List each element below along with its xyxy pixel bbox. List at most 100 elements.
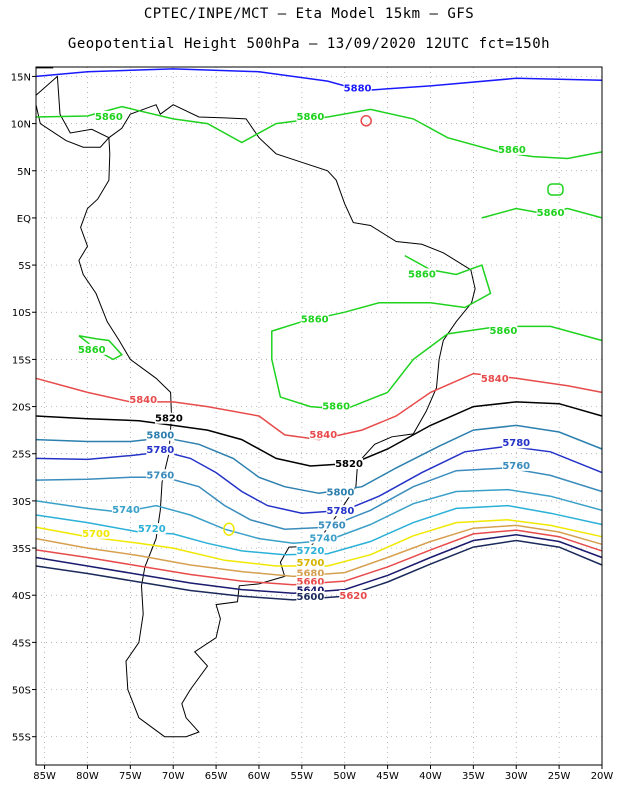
contour-label-bg — [322, 400, 351, 412]
contour-label: 5800 — [327, 487, 355, 498]
contour-line-5780 — [35, 445, 603, 514]
contour-label-bg — [536, 207, 565, 219]
contour-label-bg — [407, 268, 436, 280]
contour-label-bg — [94, 110, 123, 122]
lat-tick-label: 40S — [12, 591, 31, 602]
lat-tick-label: 5N — [17, 167, 31, 178]
lon-tick-label: 70W — [162, 771, 185, 782]
contour-label-bg — [77, 343, 106, 355]
axis-ticks: 15N 10N 5N EQ 5S 10S 15S 20S 25S 30S 35S 40S 45S 50S 5… — [11, 72, 614, 782]
contour-label-layer: 5880 5860 5860 5860 5860 5860 5860 5860 5860 5860… — [77, 82, 565, 603]
graticule-grid — [36, 67, 603, 765]
contour-label: 5860 — [95, 112, 123, 123]
contour-label-bg — [146, 429, 175, 441]
contour-label-bg — [296, 567, 325, 579]
contour-label: 5780 — [502, 438, 530, 449]
contour-label-bg — [309, 532, 338, 544]
contour-label-bg — [300, 313, 329, 325]
south-america-coastline — [78, 104, 476, 738]
map-subtitle: Geopotential Height 500hPa – 13/09/2020 … — [67, 36, 551, 52]
contour-line-5860 — [35, 105, 603, 160]
lon-tick-label: 80W — [76, 771, 99, 782]
lon-tick-label: 50W — [333, 771, 356, 782]
contour-label: 5860 — [301, 315, 329, 326]
lon-tick-label: 25W — [548, 771, 571, 782]
contour-label: 5600 — [297, 592, 325, 603]
contour-label-bg — [309, 428, 338, 440]
lat-tick-label: 15N — [11, 72, 31, 83]
contour-label-bg — [296, 557, 325, 569]
map-title: CPTEC/INPE/MCT – Eta Model 15km – GFS — [143, 6, 475, 22]
lat-tick-label: 35S — [12, 544, 31, 555]
contour-label-bg — [502, 437, 531, 449]
lon-tick-label: 65W — [205, 771, 228, 782]
lon-tick-label: 55W — [291, 771, 314, 782]
lat-tick-label: 45S — [12, 638, 31, 649]
contour-closed-5860 — [547, 183, 564, 196]
contour-label: 5760 — [146, 470, 174, 481]
lat-tick-label: 15S — [12, 355, 31, 366]
map-frame — [35, 66, 603, 766]
contour-label: 5840 — [309, 430, 337, 441]
contour-label: 5780 — [146, 445, 174, 456]
contour-label: 5660 — [297, 577, 325, 588]
lat-tick-label: 50S — [12, 686, 31, 697]
contour-label: 5820 — [335, 459, 363, 470]
lat-tick-label: 20S — [12, 403, 31, 414]
contour-label-bg — [154, 412, 183, 424]
contour-line-5680 — [35, 524, 603, 578]
contour-label: 5640 — [297, 585, 325, 596]
lon-tick-label: 20W — [591, 771, 614, 782]
contour-label: 5860 — [489, 326, 517, 337]
contour-label-bg — [296, 544, 325, 556]
contour-closed-5700 — [223, 522, 235, 536]
contour-line-5880 — [35, 68, 603, 92]
contour-line-5860 — [78, 335, 123, 361]
lat-tick-label: EQ — [17, 214, 31, 225]
contour-label: 5780 — [327, 506, 355, 517]
lat-tick-label: 55S — [12, 733, 31, 744]
contour-label-bg — [343, 82, 372, 94]
contour-label-bg — [497, 143, 526, 155]
contour-label-bg — [296, 584, 325, 596]
lon-tick-label: 75W — [119, 771, 142, 782]
lat-tick-label: 30S — [12, 497, 31, 508]
contour-label: 5700 — [297, 558, 325, 569]
contour-line-5640 — [35, 534, 603, 595]
contour-label-bg — [502, 459, 531, 471]
contour-label: 5820 — [155, 414, 183, 425]
contour-label-bg — [317, 519, 346, 531]
contour-label: 5860 — [408, 269, 436, 280]
lon-tick-label: 45W — [376, 771, 399, 782]
contour-label-bg — [489, 324, 518, 336]
contour-label: 5860 — [297, 112, 325, 123]
contour-label-bg — [335, 457, 364, 469]
contour-label: 5720 — [138, 524, 166, 535]
contour-label: 5720 — [297, 546, 325, 557]
contour-label-bg — [146, 469, 175, 481]
contour-label: 5800 — [146, 431, 174, 442]
contour-closed-high — [360, 115, 372, 127]
contour-label-bg — [129, 393, 158, 405]
contour-label-bg — [326, 505, 355, 517]
contour-label-bg — [82, 527, 111, 539]
contour-line-5660 — [35, 529, 603, 586]
contour-label: 5760 — [318, 520, 346, 531]
contour-label: 5700 — [82, 529, 110, 540]
contour-line-5760 — [35, 467, 603, 530]
central-america-coastline — [35, 75, 110, 148]
contour-line-5700 — [35, 519, 603, 567]
contour-label: 5840 — [129, 395, 157, 406]
contour-label-bg — [146, 443, 175, 455]
lat-tick-label: 25S — [12, 450, 31, 461]
contour-label: 5740 — [309, 534, 337, 545]
contour-label-bg — [137, 523, 166, 535]
lat-tick-label: 10S — [12, 308, 31, 319]
contour-label: 5860 — [537, 208, 565, 219]
contour-label: 5760 — [502, 461, 530, 472]
contour-label: 5620 — [339, 591, 367, 602]
contour-line-5860 — [271, 254, 603, 411]
contour-label: 5880 — [344, 84, 372, 95]
contour-label-bg — [326, 486, 355, 498]
